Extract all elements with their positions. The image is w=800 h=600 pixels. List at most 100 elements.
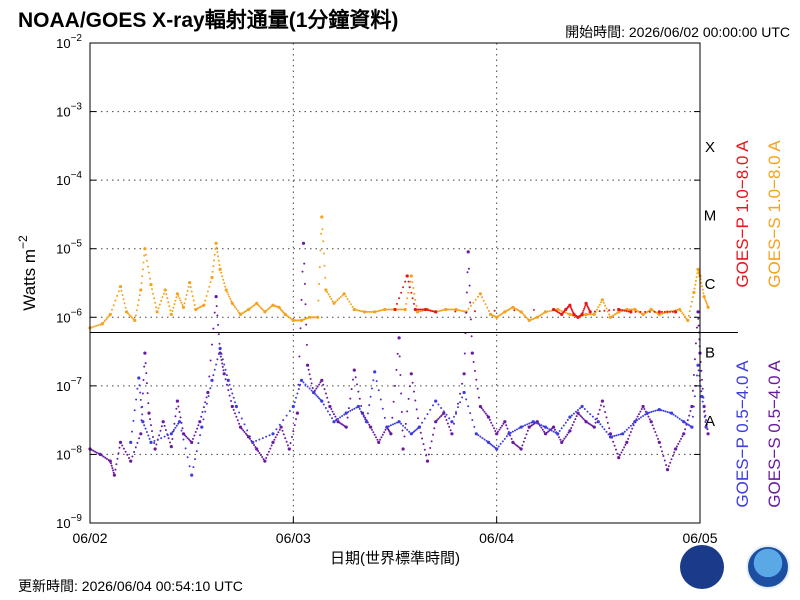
data-point [702, 295, 706, 299]
data-point-trace [518, 427, 520, 430]
data-point [678, 307, 682, 312]
data-point [393, 307, 397, 312]
series-GOES−P 1.0−8.0 A [393, 274, 678, 319]
data-point-trace [404, 280, 407, 283]
data-point [342, 292, 346, 296]
y-tick-label: 10−4 [56, 170, 82, 188]
data-point-trace [105, 318, 108, 321]
data-point-trace [639, 310, 642, 313]
data-point-trace [383, 416, 386, 419]
data-point-trace [625, 428, 628, 431]
data-point-trace [213, 253, 216, 256]
data-point-trace [617, 433, 620, 436]
data-point-trace [463, 352, 466, 355]
data-point-trace [692, 405, 695, 408]
data-point-trace [274, 436, 277, 439]
data-point-trace [205, 396, 208, 399]
data-point [175, 292, 179, 296]
data-point-trace [188, 465, 191, 468]
data-point [617, 307, 621, 312]
data-point-trace [224, 368, 227, 371]
data-point-trace [387, 425, 390, 428]
data-point [674, 310, 678, 314]
data-point-trace [571, 310, 574, 313]
data-point-trace [261, 456, 264, 458]
data-point-trace [190, 290, 193, 293]
data-point-trace [268, 434, 271, 437]
data-point-trace [513, 309, 516, 312]
data-point-trace [304, 303, 307, 306]
data-point-trace [318, 282, 321, 285]
data-point [617, 456, 621, 460]
data-point-trace [457, 402, 459, 405]
data-point-trace [461, 310, 464, 313]
data-point [507, 432, 511, 436]
data-point-trace [571, 424, 574, 426]
data-point-trace [197, 424, 200, 427]
data-point-trace [150, 424, 152, 427]
data-point [535, 420, 539, 424]
data-point [206, 390, 210, 395]
data-point-trace [246, 429, 249, 432]
data-point [403, 307, 407, 312]
data-point-trace [581, 311, 584, 314]
data-point-trace [327, 401, 330, 404]
data-point-trace [358, 309, 361, 312]
data-point-trace [644, 413, 647, 416]
data-point-trace [602, 405, 605, 408]
data-point-trace [221, 358, 224, 361]
data-point-trace [296, 392, 299, 395]
data-point-trace [490, 443, 493, 446]
data-point-trace [242, 429, 245, 432]
data-point-trace [598, 303, 601, 306]
data-point-trace [591, 415, 594, 418]
data-point [129, 440, 133, 444]
data-point [552, 425, 556, 429]
data-point-trace [347, 407, 350, 410]
data-point-trace [353, 407, 356, 410]
data-point-trace [628, 434, 631, 437]
data-point [466, 250, 470, 254]
data-point-trace [625, 310, 628, 313]
data-point-trace [467, 267, 470, 270]
data-point-trace [321, 228, 324, 231]
data-point-trace [441, 309, 444, 312]
data-point-trace [188, 438, 190, 441]
data-point-trace [179, 416, 182, 419]
data-point-trace [216, 251, 219, 253]
data-point-trace [570, 414, 573, 417]
data-point-trace [605, 307, 608, 310]
y-tick-label: 10−3 [56, 102, 82, 120]
data-point-trace [157, 307, 160, 310]
data-point-trace [572, 412, 575, 415]
data-point-trace [564, 435, 567, 438]
data-point-trace [218, 342, 221, 345]
data-point-trace [243, 431, 246, 433]
data-point-trace [375, 310, 378, 313]
data-point-trace [421, 437, 424, 440]
data-point-trace [148, 437, 151, 440]
data-point-trace [493, 309, 496, 312]
data-point-trace [479, 435, 482, 438]
data-point-trace [350, 388, 353, 391]
data-point-trace [205, 295, 208, 297]
data-point [112, 473, 116, 477]
data-point-trace [468, 284, 471, 287]
data-point-trace [286, 444, 289, 447]
data-point-trace [550, 309, 553, 312]
data-point-trace [554, 428, 556, 431]
data-point [385, 425, 389, 429]
data-point-trace [151, 430, 153, 433]
data-point [163, 288, 167, 292]
data-point-trace [114, 468, 117, 471]
data-point [434, 399, 438, 403]
data-point-trace [407, 397, 410, 400]
data-point-trace [666, 411, 669, 413]
data-point-trace [566, 433, 569, 436]
data-point-trace [490, 421, 493, 424]
data-point [332, 301, 336, 305]
data-point-trace [514, 443, 517, 446]
data-point-trace [91, 326, 93, 329]
data-point-trace [688, 414, 691, 417]
data-point-trace [140, 406, 143, 409]
